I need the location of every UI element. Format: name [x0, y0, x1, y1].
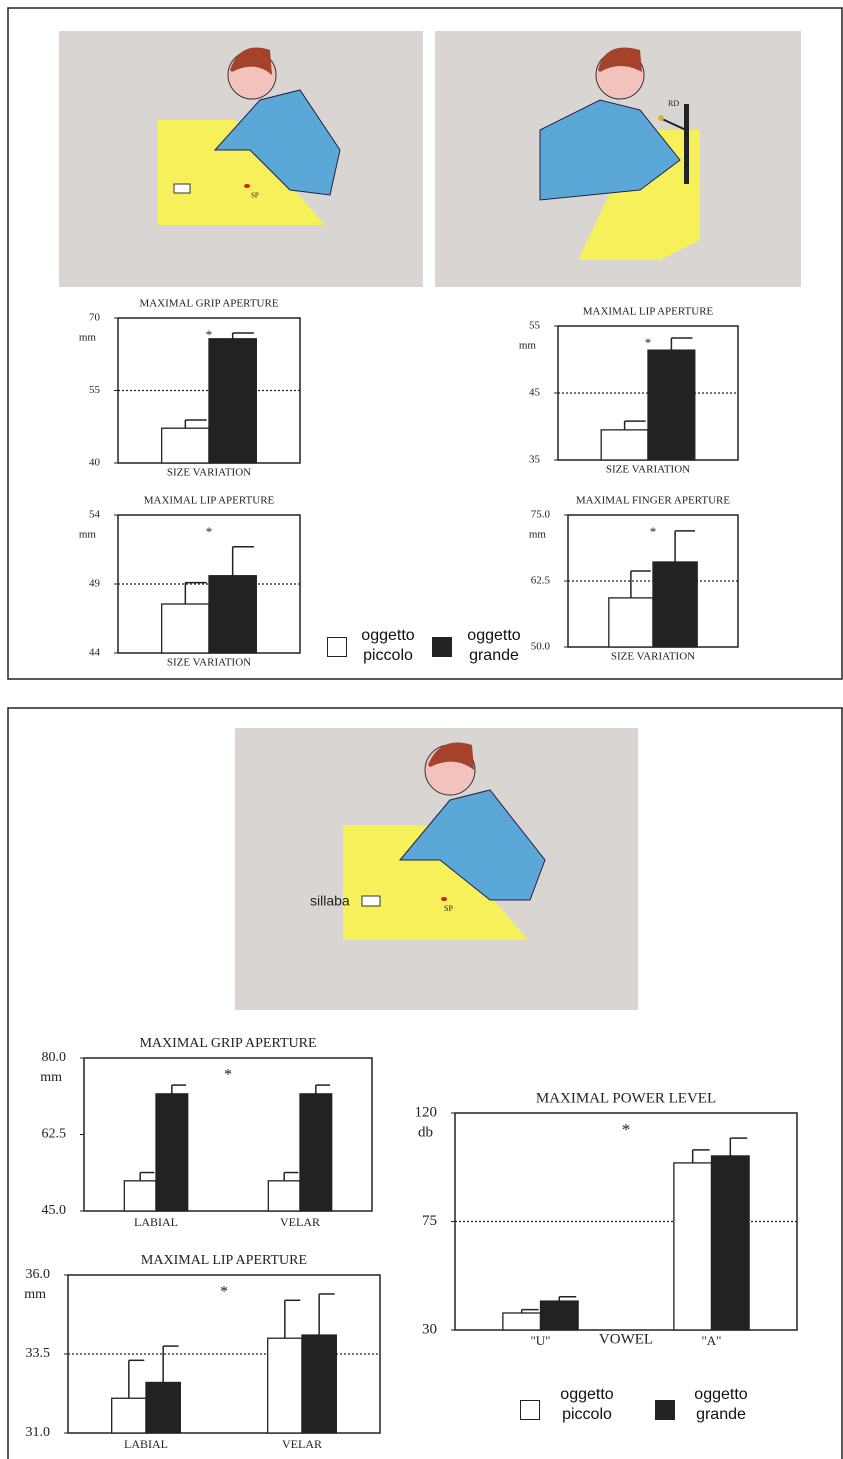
chart-title: MAXIMAL LIP APERTURE: [141, 1253, 307, 1268]
bar: [652, 561, 698, 648]
annotation: *: [224, 1067, 232, 1084]
y-unit: mm: [529, 529, 547, 541]
bar: [208, 575, 257, 654]
y-tick-label: 44: [89, 647, 101, 659]
legend-label: oggetto grande: [694, 1386, 748, 1423]
chart-title: MAXIMAL LIP APERTURE: [144, 495, 275, 507]
bar: [539, 1300, 579, 1331]
bar: [155, 1093, 189, 1212]
y-tick-label: 49: [89, 578, 101, 590]
annotation: *: [206, 524, 213, 539]
bar: [600, 429, 649, 461]
y-tick-label: 80.0: [42, 1050, 67, 1065]
x-tick-label: LABIAL: [134, 1215, 178, 1229]
x-axis-label: SIZE VARIATION: [167, 657, 251, 669]
bar: [208, 338, 257, 464]
annotation: *: [622, 1120, 631, 1139]
annotation: *: [220, 1284, 228, 1301]
legend-label: oggetto grande: [467, 627, 521, 664]
chart-title: MAXIMAL LIP APERTURE: [583, 306, 714, 318]
x-axis-label: SIZE VARIATION: [606, 464, 690, 476]
y-tick-label: 75.0: [531, 509, 551, 521]
legend-swatch: [520, 1400, 540, 1420]
chart-title: MAXIMAL POWER LEVEL: [536, 1090, 716, 1106]
bar: [647, 349, 696, 461]
y-tick-label: 62.5: [42, 1127, 67, 1142]
y-tick-label: 50.0: [531, 641, 551, 653]
chart-title: MAXIMAL GRIP APERTURE: [139, 1036, 316, 1051]
legend-swatch: [327, 637, 347, 657]
y-tick-label: 70: [89, 312, 101, 324]
bar: [161, 427, 210, 464]
y-tick-label: 55: [529, 320, 541, 332]
x-tick-label: VELAR: [280, 1215, 320, 1229]
y-tick-label: 54: [89, 509, 101, 521]
y-tick-label: 36.0: [26, 1267, 51, 1282]
illustration-label: RD: [668, 99, 679, 108]
bar: [299, 1093, 333, 1212]
legend-label: oggetto piccolo: [560, 1386, 614, 1423]
x-tick-label: "U": [530, 1333, 550, 1348]
illustration: RD: [435, 31, 801, 287]
x-axis-label: SIZE VARIATION: [167, 467, 251, 479]
legend-label: oggetto piccolo: [361, 627, 415, 664]
bar: [145, 1381, 181, 1434]
illustration-label: SP: [251, 192, 259, 200]
x-axis-label: SIZE VARIATION: [611, 651, 695, 663]
bar: [301, 1334, 337, 1434]
panel-frame: [7, 707, 843, 1459]
y-unit: mm: [519, 340, 537, 352]
y-tick-label: 120: [415, 1104, 438, 1120]
y-tick-label: 31.0: [26, 1425, 51, 1440]
bar: [267, 1337, 303, 1434]
bar: [123, 1180, 157, 1212]
bar: [111, 1397, 147, 1434]
illustration: SP sillaba: [235, 728, 638, 1010]
x-tick-label: LABIAL: [124, 1437, 168, 1451]
chart-title: MAXIMAL FINGER APERTURE: [576, 495, 730, 507]
x-tick-label: "A": [701, 1333, 721, 1348]
y-tick-label: 55: [89, 384, 101, 396]
illustration-label: SP: [444, 904, 453, 913]
y-tick-label: 45.0: [42, 1203, 67, 1218]
y-tick-label: 35: [529, 454, 541, 466]
y-unit: mm: [79, 332, 97, 344]
y-unit: mm: [24, 1287, 46, 1302]
illustration-label: sillaba: [310, 893, 350, 909]
y-tick-label: 62.5: [531, 575, 551, 587]
annotation: *: [206, 327, 213, 342]
legend-swatch: [655, 1400, 675, 1420]
bar: [502, 1312, 542, 1331]
bar: [710, 1155, 750, 1331]
annotation: *: [650, 524, 657, 539]
y-unit: db: [418, 1124, 433, 1140]
illustration: SP: [59, 31, 423, 287]
x-axis-label: VOWEL: [599, 1331, 653, 1347]
y-unit: mm: [40, 1070, 62, 1085]
panel-frame: [7, 7, 843, 680]
bar: [267, 1180, 301, 1212]
x-tick-label: VELAR: [282, 1437, 322, 1451]
y-tick-label: 75: [422, 1213, 437, 1229]
annotation: *: [645, 335, 652, 350]
y-unit: mm: [79, 529, 97, 541]
y-tick-label: 30: [422, 1321, 437, 1337]
legend-swatch: [432, 637, 452, 657]
bar: [673, 1162, 713, 1331]
y-tick-label: 33.5: [26, 1346, 51, 1361]
y-tick-label: 45: [529, 387, 541, 399]
chart-title: MAXIMAL GRIP APERTURE: [139, 298, 278, 310]
bar: [161, 603, 210, 654]
y-tick-label: 40: [89, 457, 101, 469]
bar: [608, 597, 654, 648]
